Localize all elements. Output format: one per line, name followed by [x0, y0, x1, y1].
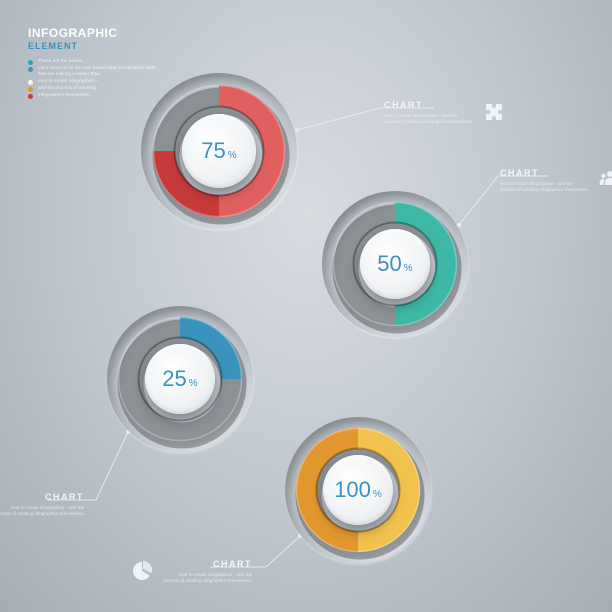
dial-value-number: 25 — [162, 366, 186, 392]
progress-dial: 75% — [141, 73, 297, 229]
callout-label: CHART — [384, 100, 474, 110]
legend-text: and the process of creating — [38, 86, 96, 92]
chart-callout: CHART ever to create infographics – and t… — [500, 168, 612, 192]
dial-value: 100% — [334, 477, 382, 503]
dial-value: 75% — [201, 138, 236, 164]
dial-value-number: 50 — [377, 251, 401, 277]
dial-value-number: 100 — [334, 477, 371, 503]
legend-text: Let's move on to the web-based data visu… — [38, 66, 158, 78]
puzzle-icon — [482, 100, 506, 124]
callout-blurb: ever to create infographics – and the pr… — [384, 113, 474, 124]
progress-dial: 25% — [107, 306, 253, 452]
dial-hub: 75% — [182, 114, 256, 188]
legend-text: These are the basics. — [38, 59, 84, 65]
header-title: INFOGRAPHIC — [28, 26, 188, 40]
callout-label: CHART — [162, 559, 252, 569]
legend-dot — [28, 94, 33, 99]
dial-hub: 50% — [360, 229, 430, 299]
percent-symbol: % — [404, 263, 413, 274]
legend-dot — [28, 87, 33, 92]
percent-symbol: % — [189, 378, 198, 389]
dial-hub: 25% — [145, 344, 215, 414]
chart-callout: CHART ever to create infographics – and t… — [384, 100, 506, 124]
progress-dial: 100% — [285, 417, 431, 563]
progress-dial: 50% — [322, 191, 468, 337]
callout-text: CHART ever to create infographics – and t… — [0, 492, 84, 516]
callout-label: CHART — [0, 492, 84, 502]
dial-value-number: 75 — [201, 138, 225, 164]
callout-blurb: ever to create infographics – and the pr… — [162, 572, 252, 583]
dial-hub: 100% — [323, 455, 393, 525]
callout-text: CHART ever to create infographics – and t… — [384, 100, 474, 124]
callout-text: CHART ever to create infographics – and t… — [162, 559, 252, 583]
legend-text: ever to create infographics – — [38, 79, 99, 85]
callout-blurb: ever to create infographics – and the pr… — [0, 505, 84, 516]
legend-dot — [28, 80, 33, 85]
people-icon — [598, 168, 612, 192]
legend-row: These are the basics. — [28, 59, 188, 65]
chart-callout: CHART ever to create infographics – and t… — [0, 492, 84, 516]
percent-symbol: % — [373, 489, 382, 500]
legend-dot — [28, 60, 33, 65]
percent-symbol: % — [228, 150, 237, 161]
legend-dot — [28, 67, 33, 72]
callout-blurb: ever to create infographics – and the pr… — [500, 181, 590, 192]
pie-icon — [130, 559, 154, 583]
header-subtitle: ELEMENT — [28, 41, 188, 51]
chart-callout: CHART ever to create infographics – and t… — [130, 559, 252, 583]
callout-text: CHART ever to create infographics – and t… — [500, 168, 590, 192]
legend-text: infographics themselves. — [38, 93, 91, 99]
dial-value: 50% — [377, 251, 412, 277]
callout-label: CHART — [500, 168, 590, 178]
dial-value: 25% — [162, 366, 197, 392]
